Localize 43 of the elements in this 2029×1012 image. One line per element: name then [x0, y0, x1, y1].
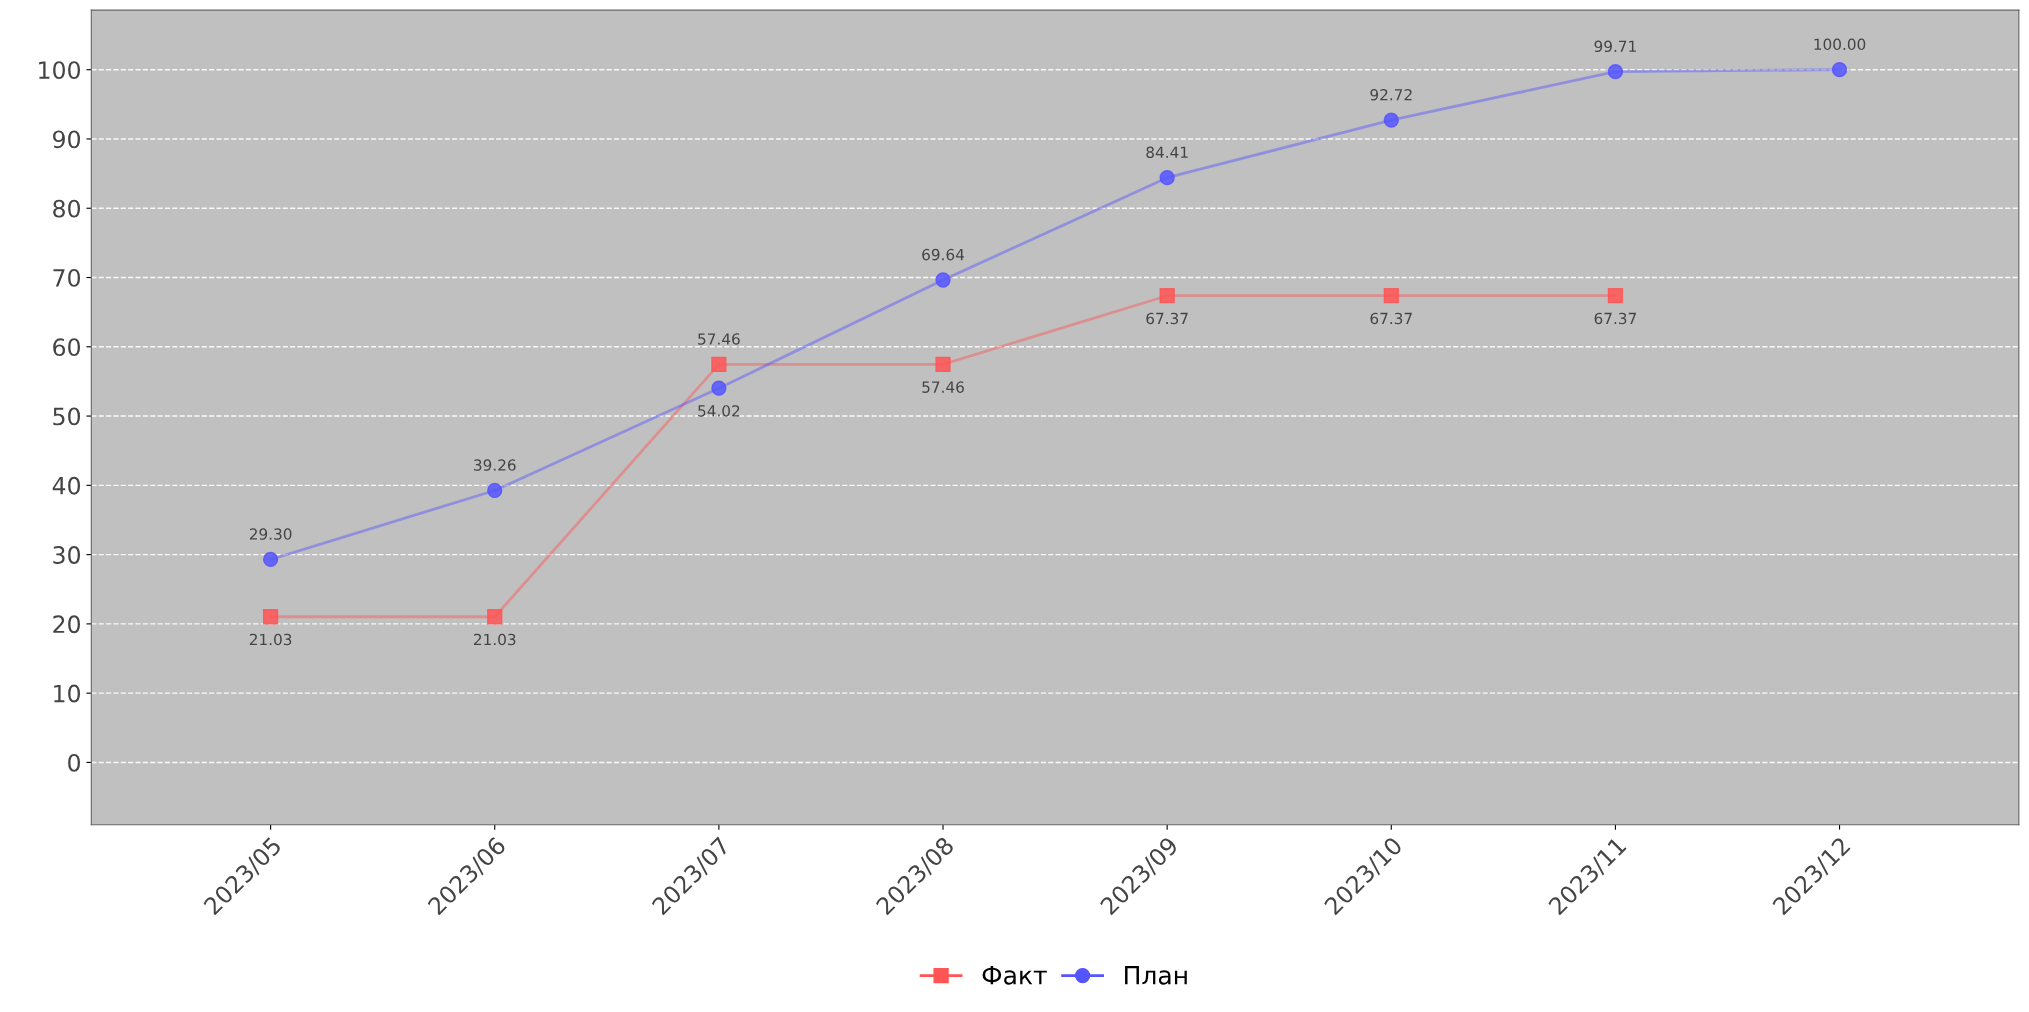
- y-tick-label: 10: [54, 684, 81, 703]
- y-tick-label: 80: [53, 199, 81, 218]
- data-label: 54.02: [698, 405, 740, 417]
- y-tick-label: 20: [53, 615, 81, 634]
- point: [711, 380, 727, 396]
- data-label: 67.37: [1594, 312, 1636, 325]
- point: [935, 272, 951, 288]
- data-label: 67.37: [1146, 312, 1188, 325]
- data-label: 21.03: [474, 633, 516, 646]
- y-tick-label: 70: [53, 268, 81, 287]
- data-label: 69.64: [922, 248, 965, 261]
- point: [1159, 288, 1175, 304]
- data-label: 57.46: [922, 381, 964, 393]
- y-tick-label: 30: [53, 546, 81, 564]
- y-tick-label: 50: [53, 407, 81, 426]
- legend-label: Факт: [982, 966, 1047, 985]
- point: [935, 356, 951, 373]
- point: [1383, 112, 1399, 128]
- data-label: 100.00: [1814, 38, 1866, 51]
- point: [1831, 62, 1848, 78]
- data-label: 21.03: [249, 633, 292, 646]
- data-label: 99.71: [1594, 40, 1636, 53]
- point: [262, 551, 279, 568]
- y-tick-label: 60: [53, 338, 81, 357]
- y-tick-label: 0: [68, 753, 81, 772]
- data-label: 67.37: [1370, 312, 1412, 325]
- point: [487, 482, 503, 499]
- y-tick-label: 100: [39, 61, 81, 79]
- point: [1159, 170, 1175, 186]
- point: [711, 356, 727, 373]
- point: [487, 609, 503, 625]
- point: [1607, 64, 1624, 80]
- point: [262, 609, 279, 625]
- point: [1607, 288, 1624, 304]
- y-tick-label: 90: [53, 130, 81, 149]
- point: [1383, 288, 1399, 304]
- data-label: 57.46: [698, 333, 740, 345]
- legend-label: План: [1125, 966, 1187, 985]
- data-label: 92.72: [1370, 88, 1412, 101]
- data-label: 39.26: [474, 459, 516, 471]
- y-tick-label: 40: [52, 476, 81, 495]
- data-label: 29.30: [249, 528, 292, 540]
- data-label: 84.41: [1146, 146, 1188, 159]
